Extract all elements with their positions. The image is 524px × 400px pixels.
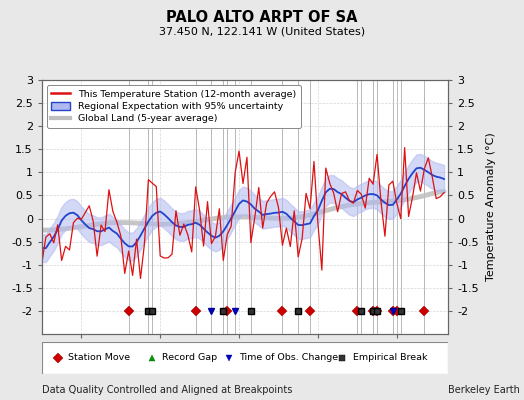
Text: Data Quality Controlled and Aligned at Breakpoints: Data Quality Controlled and Aligned at B… bbox=[42, 385, 292, 395]
Text: Berkeley Earth: Berkeley Earth bbox=[448, 385, 520, 395]
Text: Station Move: Station Move bbox=[68, 354, 130, 362]
Text: Empirical Break: Empirical Break bbox=[353, 354, 427, 362]
Text: Record Gap: Record Gap bbox=[162, 354, 217, 362]
Legend: This Temperature Station (12-month average), Regional Expectation with 95% uncer: This Temperature Station (12-month avera… bbox=[47, 85, 301, 128]
Text: PALO ALTO ARPT OF SA: PALO ALTO ARPT OF SA bbox=[166, 10, 358, 25]
FancyBboxPatch shape bbox=[42, 342, 448, 374]
Y-axis label: Temperature Anomaly (°C): Temperature Anomaly (°C) bbox=[486, 133, 496, 281]
Text: 37.450 N, 122.141 W (United States): 37.450 N, 122.141 W (United States) bbox=[159, 26, 365, 36]
Text: Time of Obs. Change: Time of Obs. Change bbox=[239, 354, 338, 362]
